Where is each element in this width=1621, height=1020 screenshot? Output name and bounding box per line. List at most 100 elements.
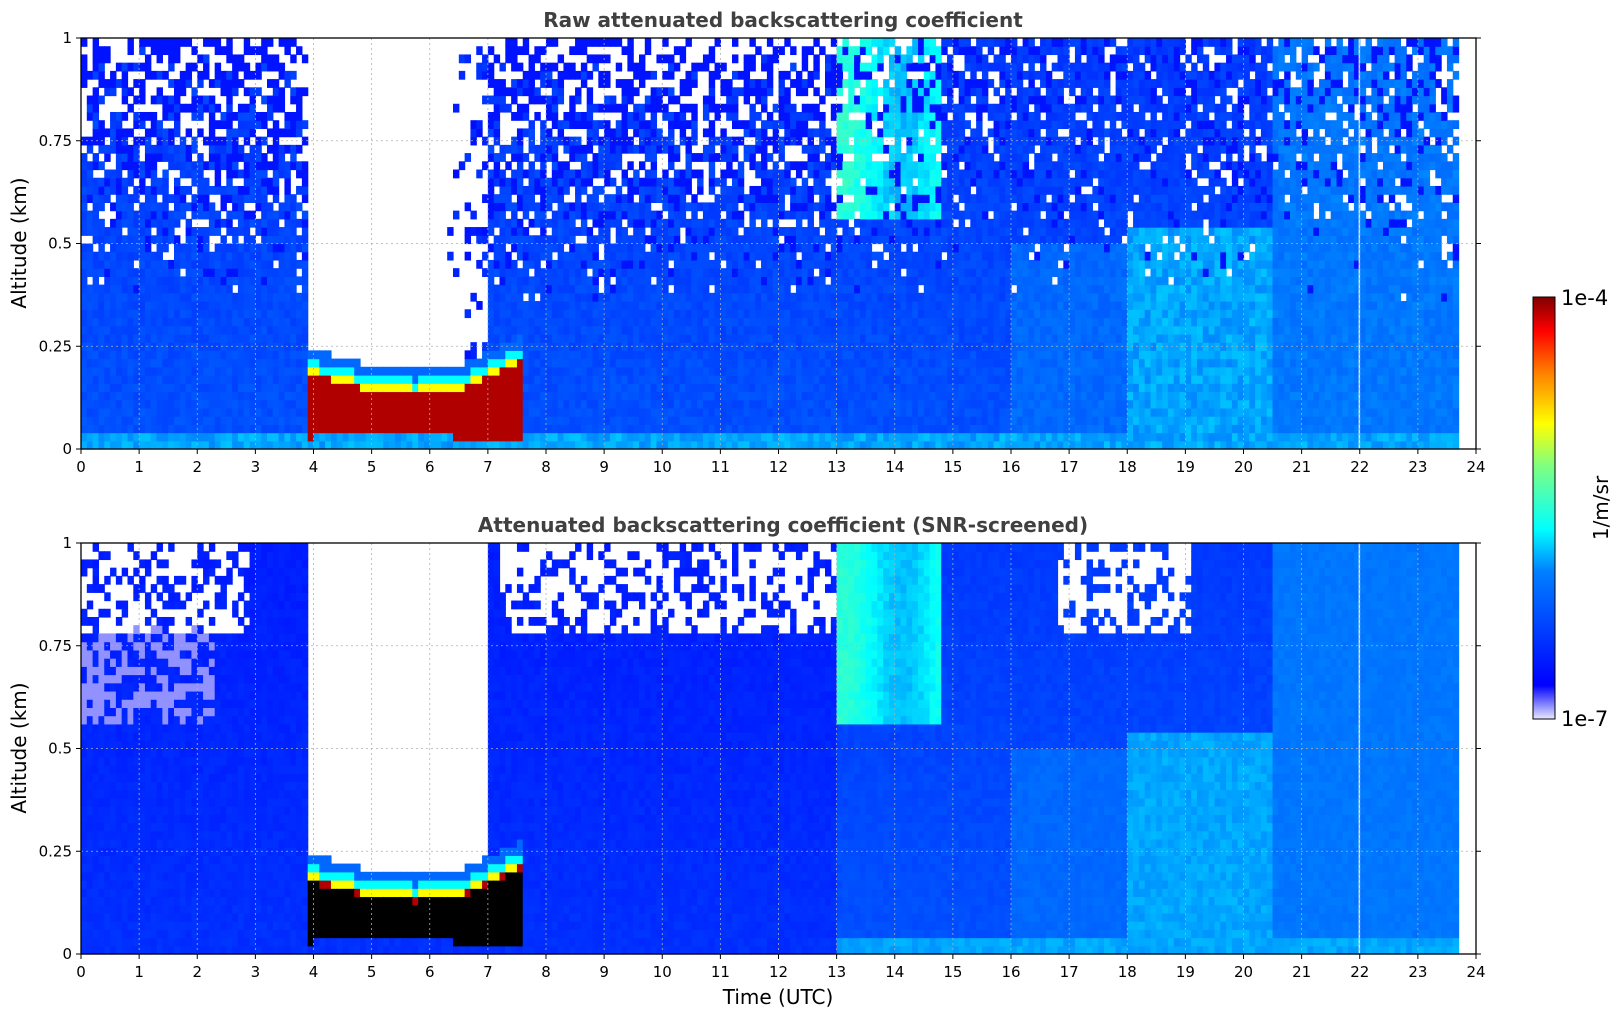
heatmap-cell	[784, 87, 791, 97]
heatmap-cell	[865, 358, 873, 368]
heatmap-cell	[453, 424, 460, 434]
heatmap-cell	[755, 227, 762, 236]
heatmap-cell	[290, 292, 297, 302]
heatmap-cell	[575, 87, 582, 97]
heatmap-cell	[801, 391, 809, 401]
heatmap-cell	[708, 210, 716, 220]
heatmap-cell	[185, 440, 193, 450]
heatmap-cell	[650, 177, 658, 187]
heatmap-cell	[534, 391, 541, 401]
heatmap-cell	[86, 366, 94, 376]
heatmap-cell	[859, 325, 867, 335]
heatmap-cell	[621, 342, 628, 351]
heatmap-cell	[749, 185, 756, 195]
heatmap-cell	[580, 218, 588, 228]
heatmap-cell	[749, 325, 756, 335]
heatmap-cell	[249, 177, 256, 187]
heatmap-cell	[505, 333, 512, 343]
heatmap-cell	[540, 243, 547, 253]
heatmap-cell	[133, 350, 140, 360]
heatmap-cell	[243, 153, 251, 162]
heatmap-cell	[278, 440, 286, 450]
heatmap-cell	[191, 144, 198, 154]
heatmap-cell	[801, 407, 809, 417]
heatmap-cell	[772, 399, 780, 409]
heatmap-cell	[249, 292, 256, 302]
heatmap-cell	[493, 87, 501, 97]
heatmap-cell	[522, 210, 530, 220]
heatmap-cell	[191, 87, 198, 97]
heatmap-cell	[627, 259, 634, 269]
heatmap-cell	[174, 301, 181, 310]
heatmap-cell	[685, 333, 692, 343]
heatmap-cell	[650, 375, 658, 384]
heatmap-cell	[418, 375, 425, 384]
heatmap-cell	[301, 407, 309, 417]
heatmap-cell	[418, 391, 425, 401]
heatmap-cell	[464, 391, 472, 401]
heatmap-cell	[476, 407, 483, 417]
heatmap-cell	[272, 407, 280, 417]
heatmap-cell	[255, 259, 262, 269]
heatmap-cell	[290, 424, 297, 434]
heatmap-cell	[871, 284, 878, 294]
heatmap-cell	[133, 251, 140, 261]
heatmap-cell	[81, 161, 88, 171]
heatmap-cell	[842, 309, 849, 319]
heatmap-cell	[790, 276, 797, 286]
heatmap-cell	[81, 38, 88, 47]
heatmap-cell	[586, 103, 594, 113]
heatmap-cell	[377, 432, 384, 442]
heatmap-cell	[499, 276, 506, 286]
heatmap-cell	[458, 391, 466, 401]
heatmap-cell	[592, 325, 599, 335]
heatmap-cell	[749, 62, 756, 72]
heatmap-cell	[865, 325, 873, 335]
heatmap-cell	[150, 440, 158, 450]
heatmap-cell	[255, 391, 262, 401]
heatmap-cell	[615, 358, 623, 368]
heatmap-cell	[255, 46, 262, 56]
heatmap-cell	[150, 153, 158, 162]
heatmap-cell	[877, 416, 884, 425]
heatmap-cell	[900, 366, 907, 376]
heatmap-cell	[394, 375, 402, 384]
heatmap-cell	[801, 54, 809, 64]
heatmap-cell	[609, 366, 617, 376]
heatmap-cell	[854, 243, 861, 253]
heatmap-cell	[412, 366, 419, 376]
heatmap-cell	[673, 227, 681, 236]
heatmap-cell	[865, 227, 873, 236]
heatmap-cell	[598, 169, 605, 179]
heatmap-cell	[569, 366, 576, 376]
heatmap-cell	[761, 432, 768, 442]
heatmap-cell	[888, 251, 896, 261]
heatmap-cell	[842, 399, 849, 409]
heatmap-cell	[267, 317, 274, 327]
heatmap-cell	[859, 161, 867, 171]
heatmap-cell	[732, 366, 739, 376]
heatmap-cell	[569, 144, 576, 154]
heatmap-cell	[168, 268, 175, 277]
heatmap-cell	[708, 432, 716, 442]
heatmap-cell	[493, 284, 501, 294]
heatmap-cell	[92, 111, 100, 121]
heatmap-cell	[639, 284, 646, 294]
heatmap-cell	[127, 103, 134, 113]
heatmap-cell	[720, 243, 727, 253]
heatmap-cell	[563, 350, 570, 360]
heatmap-cell	[633, 366, 640, 376]
heatmap-cell	[220, 350, 227, 360]
heatmap-cell	[842, 383, 849, 393]
heatmap-cell	[243, 251, 251, 261]
heatmap-cell	[726, 169, 733, 179]
heatmap-cell	[110, 218, 117, 228]
heatmap-cell	[511, 366, 518, 376]
heatmap-cell	[732, 432, 739, 442]
heatmap-cell	[819, 259, 826, 269]
heatmap-cell	[749, 259, 756, 269]
heatmap-cell	[819, 284, 826, 294]
heatmap-cell	[639, 251, 646, 261]
heatmap-cell	[272, 153, 280, 162]
heatmap-cell	[92, 350, 100, 360]
